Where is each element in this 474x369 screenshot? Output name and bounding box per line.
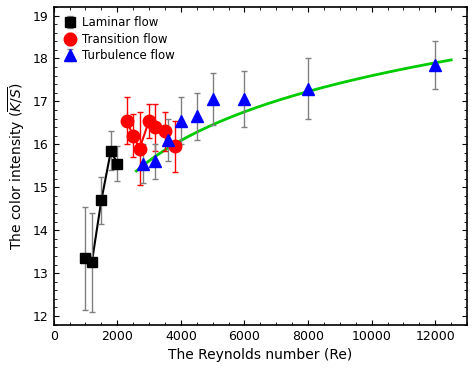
Legend: Laminar flow, Transition flow, Turbulence flow: Laminar flow, Transition flow, Turbulenc… bbox=[60, 13, 178, 66]
Y-axis label: The color intensity ($\overline{K/S}$): The color intensity ($\overline{K/S}$) bbox=[7, 82, 27, 249]
X-axis label: The Reynolds number (Re): The Reynolds number (Re) bbox=[168, 348, 353, 362]
